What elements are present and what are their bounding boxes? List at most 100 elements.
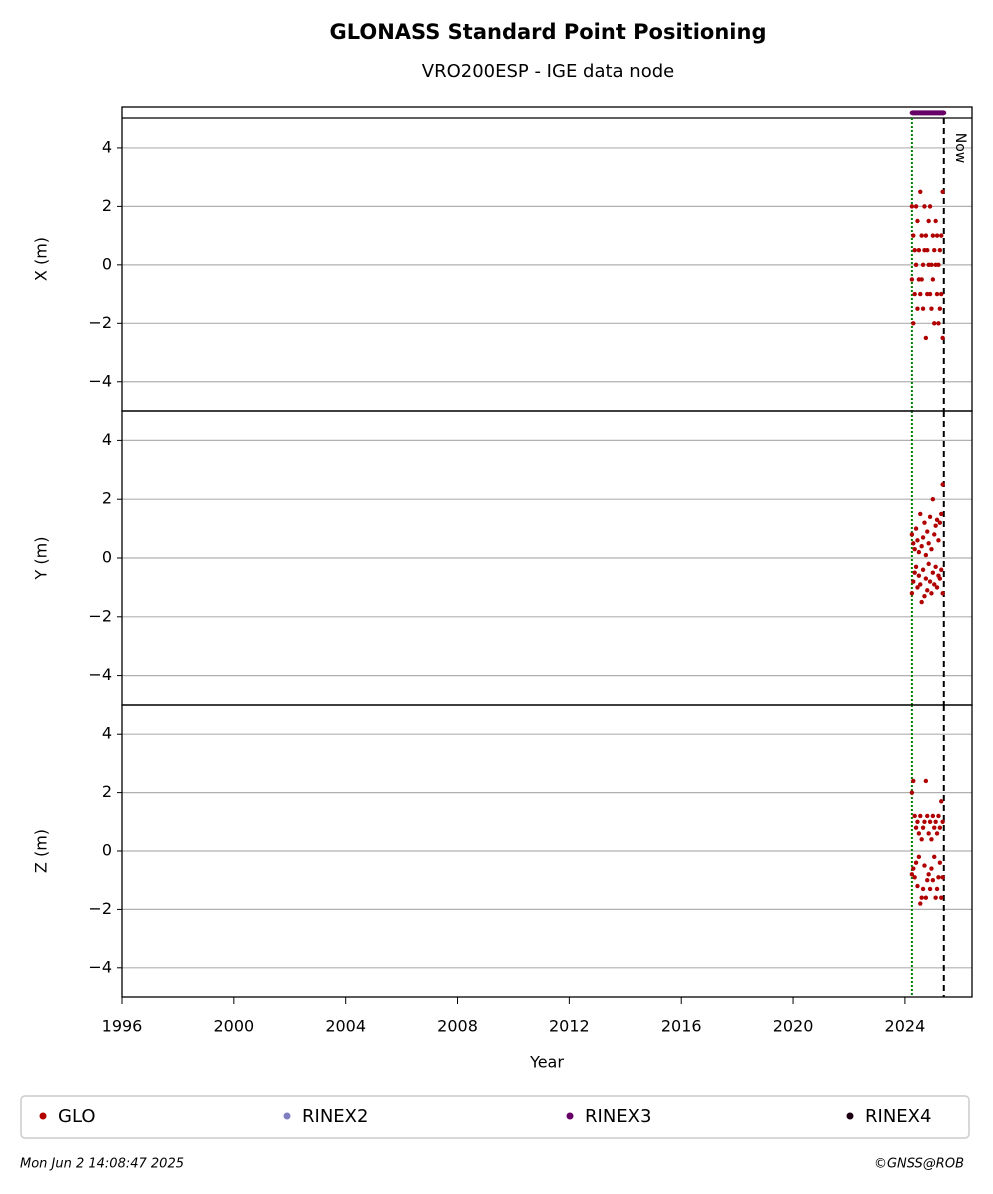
legend-swatch — [846, 1112, 854, 1120]
data-point — [932, 854, 937, 860]
y-tick-label: −4 — [88, 371, 112, 390]
data-point — [915, 819, 920, 824]
data-point — [915, 306, 920, 311]
y-tick-label: 4 — [102, 430, 112, 449]
data-point — [909, 532, 915, 537]
data-point — [933, 819, 938, 824]
data-point — [936, 262, 941, 268]
data-point — [912, 291, 917, 297]
data-point — [911, 233, 916, 238]
data-point — [930, 570, 936, 575]
data-point — [925, 248, 930, 253]
data-point — [911, 579, 916, 584]
data-point — [939, 511, 944, 517]
data-point — [922, 594, 927, 599]
data-point — [934, 291, 940, 297]
data-point — [909, 872, 915, 877]
data-point — [925, 529, 930, 534]
data-point — [929, 837, 934, 842]
data-point — [940, 189, 945, 194]
data-point — [916, 831, 922, 836]
y-axis-label: Z (m) — [32, 829, 51, 873]
data-point — [936, 538, 941, 543]
data-point — [920, 535, 926, 540]
data-point — [915, 585, 920, 590]
data-point — [939, 567, 944, 572]
x-tick-label: 2008 — [437, 1017, 478, 1036]
data-point — [937, 576, 943, 581]
data-point — [911, 321, 916, 326]
data-point — [939, 291, 944, 297]
data-point — [920, 262, 926, 268]
data-point — [937, 860, 943, 865]
data-point — [919, 599, 924, 605]
data-point — [923, 576, 929, 581]
data-point — [940, 591, 945, 596]
data-point — [911, 866, 916, 871]
y-tick-label: −4 — [88, 957, 112, 976]
data-point — [909, 591, 915, 596]
data-point — [927, 204, 933, 209]
y-tick-label: −2 — [88, 606, 112, 625]
data-point — [915, 538, 920, 543]
data-point — [932, 532, 937, 537]
data-point — [919, 544, 924, 549]
data-point — [916, 248, 922, 253]
data-point — [930, 277, 936, 282]
data-point — [934, 585, 940, 590]
y-tick-label: −2 — [88, 899, 112, 918]
data-point — [932, 321, 937, 326]
data-point — [934, 517, 940, 522]
data-point — [919, 895, 924, 900]
legend-box — [20, 1095, 970, 1139]
legend-label: GLO — [58, 1106, 96, 1127]
data-point — [939, 895, 944, 900]
data-point — [913, 204, 919, 209]
y-tick-label: 2 — [102, 489, 112, 508]
data-point — [913, 860, 919, 865]
data-point — [929, 262, 934, 268]
data-point — [926, 831, 931, 836]
data-point — [930, 813, 936, 819]
data-point — [925, 813, 930, 819]
data-point — [940, 335, 945, 341]
data-point — [932, 248, 937, 253]
legend-label: RINEX3 — [585, 1106, 651, 1127]
data-point — [918, 291, 923, 297]
data-point — [918, 189, 923, 194]
data-point — [913, 825, 919, 830]
data-point — [919, 277, 924, 282]
data-point — [934, 233, 940, 238]
data-point — [926, 541, 931, 546]
panel-frame — [121, 704, 973, 998]
legend-swatch — [283, 1112, 291, 1120]
y-tick-label: 0 — [102, 254, 112, 273]
data-point — [940, 819, 945, 824]
y-tick-label: −4 — [88, 665, 112, 684]
data-point — [913, 262, 919, 268]
x-tick-label: 2016 — [661, 1017, 702, 1036]
data-point — [936, 321, 941, 326]
data-point — [919, 837, 924, 842]
y-tick-label: 0 — [102, 841, 112, 860]
data-point — [919, 233, 924, 238]
data-point — [920, 306, 926, 311]
legend-label: RINEX2 — [302, 1106, 368, 1127]
data-point — [927, 886, 933, 892]
data-point — [922, 819, 927, 824]
x-tick-label: 2004 — [325, 1017, 366, 1036]
data-point — [932, 582, 937, 587]
data-point — [923, 895, 929, 900]
data-point — [933, 523, 938, 528]
chart-subtitle: VRO200ESP - IGE data node — [422, 61, 674, 82]
data-point — [915, 883, 920, 889]
data-point — [922, 520, 927, 525]
data-point — [925, 878, 930, 883]
y-tick-label: 4 — [102, 137, 112, 156]
marker-label: Now — [952, 133, 968, 164]
credit: ©GNSS@ROB — [874, 1157, 964, 1172]
data-point — [912, 248, 917, 253]
data-point — [912, 813, 917, 819]
data-point — [927, 291, 933, 297]
